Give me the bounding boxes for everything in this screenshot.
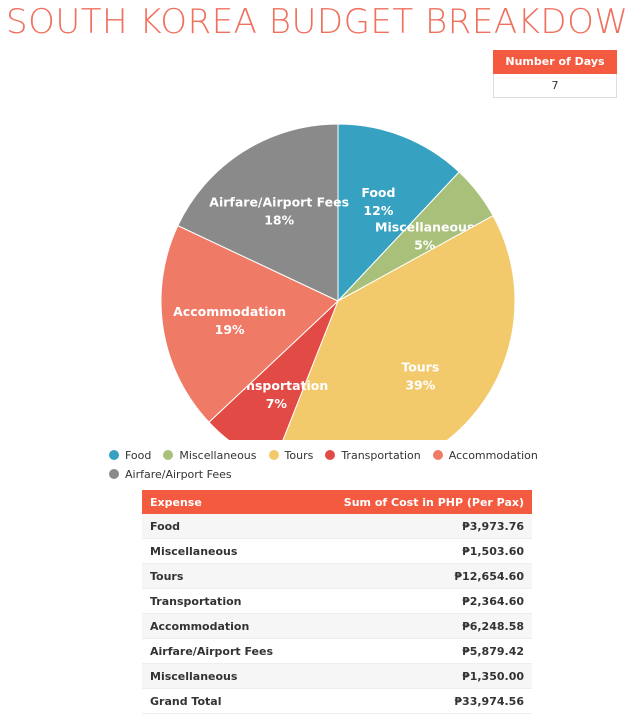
header-sum: Sum of Cost in PHP (Per Pax) (343, 495, 524, 509)
expense-amount: ₱2,364.60 (462, 594, 524, 608)
legend-swatch-icon (163, 450, 174, 460)
legend-label: Airfare/Airport Fees (125, 468, 232, 481)
chart-legend: Food Miscellaneous Tours Transportation Acco… (109, 448, 619, 486)
expense-amount: ₱1,503.60 (462, 544, 524, 558)
slice-name-label: Airfare/Airport Fees (209, 194, 349, 209)
pie-slice-tours[interactable] (273, 215, 516, 440)
legend-item-tours[interactable]: Tours (268, 448, 314, 464)
expense-table: Expense Sum of Cost in PHP (Per Pax) Foo… (142, 490, 532, 714)
table-row: Transportation ₱2,364.60 (142, 589, 532, 614)
expense-name: Miscellaneous (150, 669, 238, 683)
slice-percent-label: 7% (266, 396, 288, 411)
pie-chart: Food12%Miscellaneous5%Tours39%Transporta… (160, 123, 516, 440)
pie-slice-accommodation[interactable] (160, 224, 339, 423)
legend-swatch-icon (109, 450, 119, 460)
pie-slice-food[interactable] (337, 123, 460, 303)
legend-swatch-icon (432, 450, 443, 460)
legend-label: Transportation (341, 449, 421, 462)
legend-item-airfare-airport-fees[interactable]: Airfare/Airport Fees (109, 467, 232, 483)
slice-name-label: Food (361, 185, 395, 200)
legend-swatch-icon (325, 450, 336, 460)
table-row: Miscellaneous ₱1,350.00 (142, 664, 532, 689)
pie-slice-airfare-airport-fees[interactable] (177, 123, 339, 302)
legend-label: Food (125, 449, 152, 462)
expense-amount: ₱1,350.00 (462, 669, 524, 683)
legend-swatch-icon (109, 469, 119, 479)
page-title: SOUTH KOREA BUDGET BREAKDOWN (6, 2, 632, 42)
slice-name-label: Miscellaneous (375, 220, 474, 235)
table-row: Airfare/Airport Fees ₱5,879.42 (142, 639, 532, 664)
expense-amount: ₱3,973.76 (462, 519, 524, 533)
number-of-days-box: Number of Days 7 (493, 50, 617, 98)
expense-amount: ₱12,654.60 (454, 569, 524, 583)
slice-percent-label: 5% (414, 238, 436, 253)
slice-percent-label: 12% (363, 203, 393, 218)
legend-label: Miscellaneous (179, 449, 257, 462)
expense-name: Tours (150, 569, 184, 583)
legend-swatch-icon (268, 450, 279, 460)
number-of-days-label: Number of Days (493, 50, 617, 74)
table-row: Miscellaneous ₱1,503.60 (142, 539, 532, 564)
expense-name: Miscellaneous (150, 544, 238, 558)
header-expense: Expense (150, 495, 202, 509)
number-of-days-value[interactable]: 7 (493, 74, 617, 98)
table-row: Food ₱3,973.76 (142, 514, 532, 539)
legend-label: Tours (284, 449, 314, 462)
legend-item-miscellaneous[interactable]: Miscellaneous (163, 448, 257, 464)
expense-name: Airfare/Airport Fees (150, 644, 274, 658)
expense-amount: ₱6,248.58 (462, 619, 524, 633)
table-row: Grand Total ₱33,974.56 (142, 689, 532, 714)
slice-percent-label: 39% (405, 378, 435, 393)
legend-item-transportation[interactable]: Transportation (325, 448, 421, 464)
expense-name: Grand Total (150, 694, 222, 708)
table-header: Expense Sum of Cost in PHP (Per Pax) (142, 490, 532, 514)
expense-amount: ₱5,879.42 (462, 644, 524, 658)
expense-name: Transportation (150, 594, 242, 608)
slice-percent-label: 18% (264, 212, 294, 227)
legend-item-food[interactable]: Food (109, 448, 151, 464)
slice-percent-label: 19% (215, 322, 245, 337)
slice-name-label: Accommodation (173, 304, 286, 319)
legend-item-accommodation[interactable]: Accommodation (432, 448, 538, 464)
expense-name: Accommodation (150, 619, 250, 633)
expense-name: Food (150, 519, 181, 533)
table-row: Tours ₱12,654.60 (142, 564, 532, 589)
table-row: Accommodation ₱6,248.58 (142, 614, 532, 639)
expense-amount: ₱33,974.56 (454, 694, 524, 708)
slice-name-label: Tours (401, 360, 439, 375)
legend-label: Accommodation (448, 449, 538, 462)
